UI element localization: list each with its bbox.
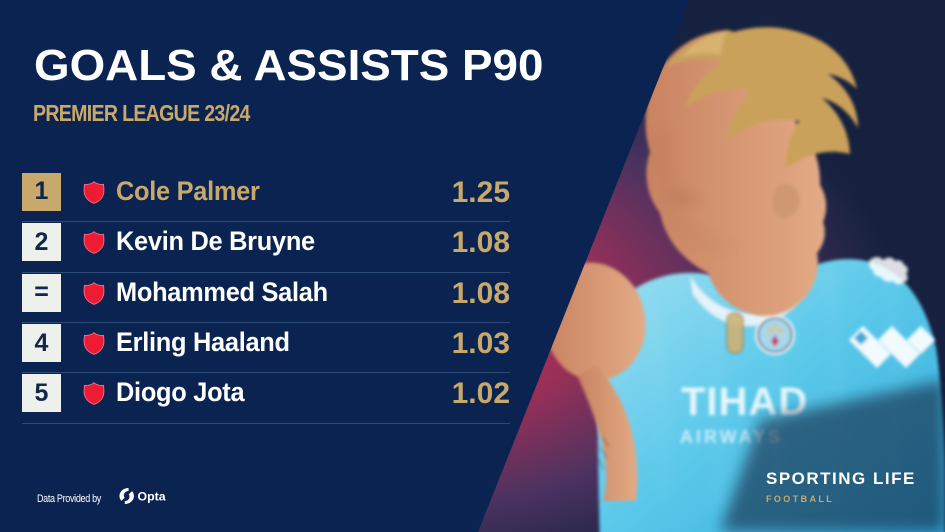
svg-text:Opta: Opta xyxy=(138,489,166,503)
